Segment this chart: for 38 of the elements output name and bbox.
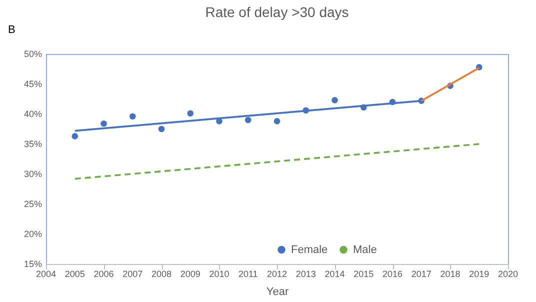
x-tick-label: 2005 (64, 269, 85, 279)
x-tick-label: 2011 (238, 269, 258, 279)
x-tick-label: 2019 (469, 269, 490, 279)
x-tick-label: 2007 (122, 269, 143, 279)
point (187, 110, 194, 117)
point (332, 97, 338, 104)
x-tick-label: 2006 (94, 269, 114, 279)
x-tick-label: 2016 (382, 269, 403, 279)
point (274, 118, 280, 124)
y-tick-label: 15% (24, 259, 42, 269)
y-tick-label: 20% (24, 229, 42, 239)
x-tick-label: 2013 (296, 269, 316, 279)
chart-title: Rate of delay >30 days (205, 4, 349, 20)
point (129, 113, 136, 120)
y-tick-label: 40% (24, 109, 42, 119)
x-tick-label: 2014 (324, 269, 345, 279)
point (158, 126, 165, 132)
y-tick-label: 50% (24, 49, 42, 59)
y-tick-label: 25% (24, 199, 42, 209)
x-tick-label: 2012 (266, 269, 288, 279)
x-tick-label: 2010 (209, 269, 230, 279)
x-tick-label: 2017 (411, 269, 432, 279)
point (72, 133, 78, 140)
text: B (8, 24, 16, 36)
x-tick-label: 2020 (498, 269, 518, 279)
y-tick-label: 45% (24, 79, 42, 89)
x-tick-label: 2015 (354, 269, 374, 279)
y-tick-label: 30% (24, 169, 42, 179)
point (244, 116, 252, 124)
legend-label: Female (291, 244, 328, 256)
y-tick-label: 35% (24, 139, 42, 149)
point (100, 120, 107, 127)
x-tick-label: 2018 (440, 269, 460, 279)
x-tick-label: 2004 (36, 269, 56, 279)
x-tick-label: 2008 (151, 269, 172, 279)
x-tick-label: 2009 (180, 269, 200, 279)
x-axis-title: Year (266, 286, 289, 298)
legend-label: Male (353, 244, 377, 256)
